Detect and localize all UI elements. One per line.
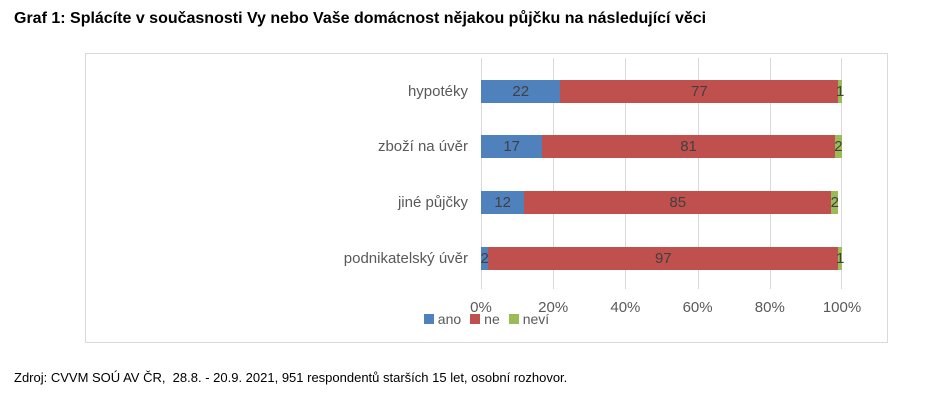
- gridline-40pct: [625, 58, 627, 289]
- bar-value-label: 1: [836, 250, 845, 267]
- gridline-100pct: [841, 58, 842, 289]
- legend-item-ano: ano: [423, 311, 462, 327]
- x-axis-tick: 60%: [682, 299, 713, 316]
- category-label-zbozi-na-uver: zboží na úvěr: [377, 138, 468, 155]
- bar-segment-nevi: 1: [836, 80, 845, 103]
- legend-label: neví: [522, 311, 550, 327]
- bar-segment-ano: 17: [481, 135, 543, 158]
- bar-row-zbozi-na-uver: 17 81 2: [481, 135, 843, 158]
- plot-area: [481, 58, 842, 289]
- bar-segment-nevi: 2: [830, 191, 839, 214]
- bar-row-jine-pujcky: 12 85 2: [481, 191, 842, 214]
- category-label-hypoteky: hypotéky: [407, 83, 468, 100]
- bar-value-label: 2: [480, 250, 489, 267]
- bar-value-label: 1: [836, 83, 845, 100]
- bar-segment-ne: 97: [488, 247, 839, 270]
- gridline-60pct: [697, 58, 699, 289]
- bar-segment-ano: 22: [481, 80, 561, 103]
- bar-segment-ano: 12: [481, 191, 525, 214]
- gridline-20pct: [553, 58, 555, 289]
- bar-segment-ne: 81: [542, 135, 835, 158]
- category-label-jine-pujcky: jiné půjčky: [397, 194, 468, 211]
- bar-segment-ne: 85: [524, 191, 832, 214]
- bar-value-label: 12: [494, 194, 511, 211]
- legend-item-ne: ne: [470, 311, 500, 327]
- x-axis-tick: 20%: [538, 299, 569, 316]
- bar-value-label: 97: [654, 250, 672, 267]
- x-axis: 0% 20% 40% 60% 80% 100%: [470, 299, 861, 316]
- bar-segment-nevi: 1: [836, 247, 845, 270]
- bar-row-hypoteky: 22 77 1: [481, 80, 845, 103]
- legend-swatch-nevi: [508, 314, 519, 324]
- bar-value-label: 77: [691, 83, 708, 100]
- bar-segment-ne: 77: [560, 80, 839, 103]
- chart-legend: ano ne neví: [86, 311, 887, 327]
- bar-segment-ano: 2: [480, 247, 489, 270]
- bar-segment-nevi: 2: [834, 135, 843, 158]
- legend-swatch-ano: [423, 314, 434, 324]
- chart-title: Graf 1: Splácíte v současnosti Vy nebo V…: [14, 10, 707, 27]
- bar-value-label: 81: [680, 138, 697, 155]
- bar-value-label: 17: [503, 138, 521, 155]
- x-axis-tick: 0%: [470, 299, 492, 316]
- gridline-80pct: [769, 58, 771, 289]
- category-label-podnikatelsky-uver: podnikatelský úvěr: [343, 250, 468, 267]
- chart-frame: hypotéky zboží na úvěr jiné půjčky podni…: [85, 53, 888, 343]
- legend-label: ano: [437, 311, 462, 327]
- bar-value-label: 22: [512, 83, 530, 100]
- legend-label: ne: [484, 311, 500, 327]
- x-axis-tick: 40%: [610, 299, 641, 316]
- bar-value-label: 85: [669, 194, 687, 211]
- bar-row-podnikatelsky-uver: 2 97 1: [480, 247, 845, 270]
- bar-value-label: 2: [834, 138, 843, 155]
- legend-swatch-ne: [470, 314, 481, 324]
- gridline-0pct: [481, 58, 482, 289]
- x-axis-tick: 80%: [754, 299, 785, 316]
- x-axis-tick: 100%: [822, 299, 862, 316]
- legend-item-nevi: neví: [508, 311, 550, 327]
- source-note: Zdroj: CVVM SOÚ AV ČR, 28.8. - 20.9. 202…: [14, 370, 568, 385]
- bar-value-label: 2: [830, 194, 839, 211]
